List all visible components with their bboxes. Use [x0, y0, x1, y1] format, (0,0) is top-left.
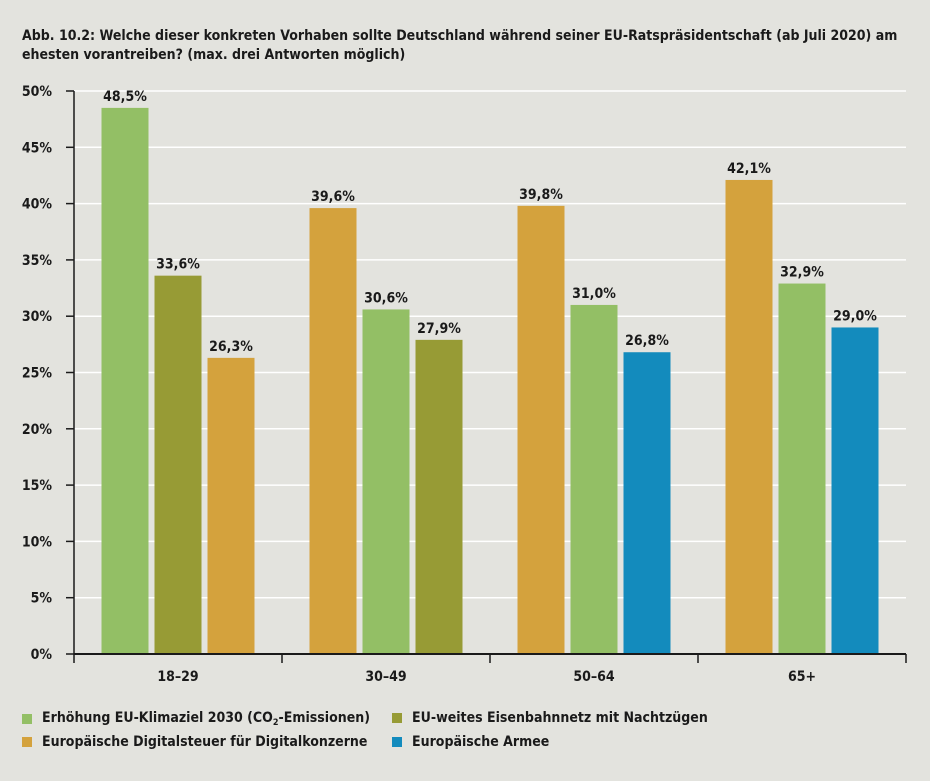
- bar-digital: [207, 357, 255, 654]
- legend-swatch-klima: [22, 714, 32, 724]
- bar-klima: [101, 107, 149, 654]
- chart-title: Abb. 10.2: Welche dieser konkreten Vorha…: [22, 28, 898, 63]
- value-label: 30,6%: [364, 290, 408, 306]
- legend-label-armee: Europäische Armee: [412, 734, 550, 750]
- y-tick-label: 20%: [22, 422, 53, 438]
- legend-item-armee: Europäische Armee: [392, 734, 549, 750]
- x-category-label: 50–64: [573, 669, 615, 685]
- value-label: 33,6%: [156, 257, 200, 273]
- value-label: 31,0%: [572, 286, 616, 302]
- bar-armee: [623, 352, 671, 654]
- value-label: 26,3%: [209, 339, 253, 355]
- bar-eisenbahn: [154, 275, 202, 654]
- legend-label-eisenbahn: EU-weites Eisenbahnnetz mit Nachtzügen: [412, 710, 708, 726]
- y-tick-label: 10%: [22, 534, 53, 550]
- y-tick-label: 40%: [22, 197, 53, 213]
- y-tick-label: 35%: [22, 253, 53, 269]
- value-label: 26,8%: [625, 333, 669, 349]
- y-tick-label: 45%: [22, 140, 53, 156]
- value-label: 29,0%: [833, 308, 877, 324]
- x-category-label: 30–49: [365, 669, 406, 685]
- value-label: 48,5%: [103, 89, 147, 105]
- value-label: 27,9%: [417, 321, 461, 337]
- bar-digital: [725, 179, 773, 655]
- y-tick-label: 50%: [22, 84, 53, 100]
- legend-swatch-eisenbahn: [392, 713, 402, 723]
- legend-label-klima: Erhöhung EU-Klimaziel 2030 (CO2-Emission…: [42, 710, 370, 728]
- legend-item-klima: Erhöhung EU-Klimaziel 2030 (CO2-Emission…: [22, 710, 370, 728]
- bar-armee: [831, 327, 879, 654]
- legend-swatch-armee: [392, 737, 402, 747]
- y-tick-label: 25%: [22, 366, 53, 382]
- x-axis: 18–29 30–49 50–64 65+: [73, 653, 907, 685]
- y-axis-ticks: 0% 5% 10% 15% 20% 25% 30% 35% 40% 45% 50%: [22, 84, 75, 663]
- y-tick-label: 15%: [22, 478, 53, 494]
- y-tick-label: 0%: [31, 647, 53, 663]
- legend-label-digital: Europäische Digitalsteuer für Digitalkon…: [42, 734, 368, 750]
- bar-klima: [570, 304, 618, 654]
- legend-item-eisenbahn: EU-weites Eisenbahnnetz mit Nachtzügen: [392, 710, 708, 726]
- bar-eisenbahn: [415, 339, 463, 654]
- x-category-label: 18–29: [157, 669, 198, 685]
- bars: 48,5% 33,6% 26,3% 39,6% 30,6% 27,9% 39,8% 31,0%…: [101, 89, 879, 655]
- value-label: 42,1%: [727, 161, 771, 177]
- x-category-label: 65+: [788, 669, 816, 685]
- bar-digital: [517, 205, 565, 655]
- bar-digital: [309, 208, 357, 654]
- legend-item-digital: Europäische Digitalsteuer für Digitalkon…: [22, 734, 367, 750]
- bar-klima: [362, 309, 410, 654]
- bar-klima: [778, 283, 826, 654]
- legend-swatch-digital: [22, 737, 32, 747]
- value-label: 39,8%: [519, 187, 563, 203]
- value-label: 32,9%: [780, 265, 824, 281]
- value-label: 39,6%: [311, 189, 355, 205]
- y-tick-label: 5%: [31, 591, 53, 607]
- y-tick-label: 30%: [22, 309, 53, 325]
